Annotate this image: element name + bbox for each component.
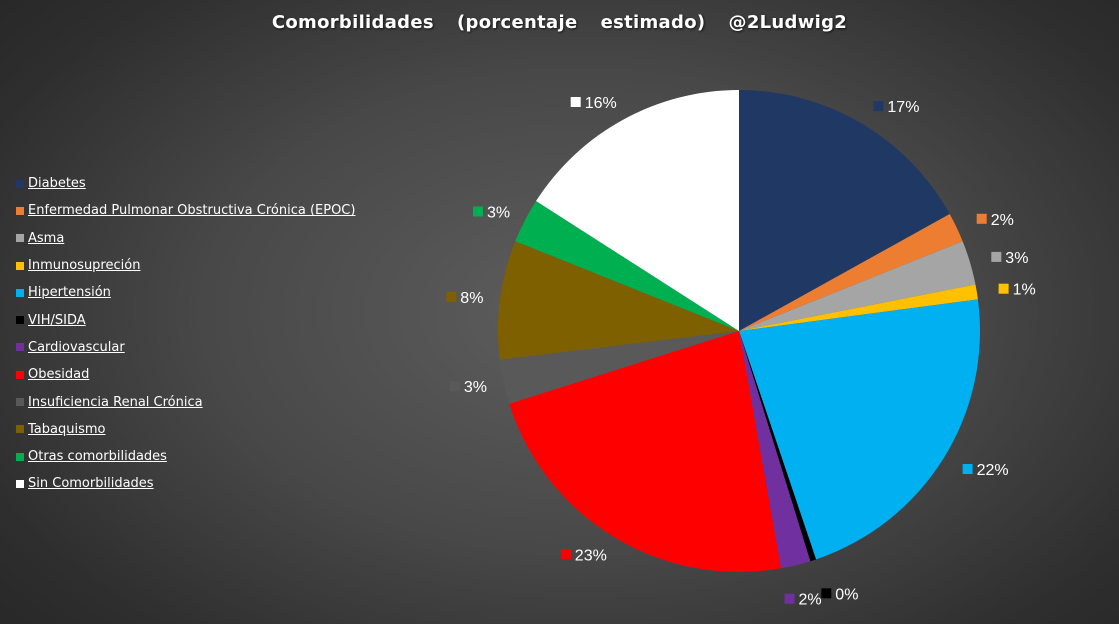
data-label-key [873, 101, 884, 112]
pie-slice-enfermedad-pulmonar-obstructiva-cronica-epoc [739, 214, 963, 331]
data-label-text: 23% [575, 547, 607, 564]
data-label-key [821, 588, 832, 599]
legend-label: Cardiovascular [28, 339, 125, 355]
legend-label: Inmunosupreción [28, 258, 141, 274]
data-label-key [449, 381, 460, 392]
legend-item-insuficiencia-renal-cronica: Insuficiencia Renal Crónica [16, 388, 355, 415]
legend-item-diabetes: Diabetes [16, 170, 355, 197]
legend-item-hipertension: Hipertensión [16, 279, 355, 306]
data-label-obesidad: 23% [560, 547, 607, 564]
legend-swatch [16, 179, 24, 188]
pie-slice-vih-sida [739, 331, 817, 562]
data-label-sin-comorbilidades: 16% [570, 95, 617, 112]
data-label-text: 2% [799, 592, 822, 609]
data-label-key [991, 251, 1002, 262]
data-label-text: 0% [835, 586, 858, 603]
data-label-key [560, 549, 571, 560]
legend-item-enfermedad-pulmonar-obstructiva-cronica-epoc: Enfermedad Pulmonar Obstructiva Crónica … [16, 197, 355, 224]
legend-swatch [16, 206, 24, 215]
pie-slice-diabetes [739, 90, 950, 331]
legend-label: Insuficiencia Renal Crónica [28, 394, 203, 410]
pie-data-labels: 17% 2% 3% 1% 22% 0% 2% 23% 3% 8% 3% 16% [446, 95, 1036, 609]
data-label-key [976, 213, 987, 224]
legend-label: Obesidad [28, 367, 90, 383]
data-label-text: 3% [487, 205, 510, 222]
data-label-key [784, 593, 795, 604]
legend-swatch [16, 343, 24, 352]
data-label-text: 22% [977, 462, 1009, 479]
legend-label: Sin Comorbilidades [28, 476, 154, 492]
legend-swatch [16, 316, 24, 325]
data-label-text: 3% [1005, 250, 1028, 267]
data-label-cardiovascular: 2% [784, 592, 822, 609]
pie-slice-sin-comorbilidades [536, 90, 739, 331]
data-label-enfermedad-pulmonar-obstructiva-cronica-epoc: 2% [976, 212, 1014, 229]
data-label-text: 16% [585, 95, 617, 112]
pie-slice-asma [739, 241, 976, 331]
data-label-text: 17% [887, 99, 919, 116]
legend-label: Diabetes [28, 176, 86, 192]
legend-label: Otras comorbilidades [28, 449, 167, 465]
legend-swatch [16, 370, 24, 379]
data-label-diabetes: 17% [873, 99, 919, 116]
legend-swatch [16, 288, 24, 297]
pie-slice-cardiovascular [739, 331, 811, 569]
data-label-insuficiencia-renal-cronica: 3% [449, 379, 487, 396]
pie-slice-insuficiencia-renal-cronica [499, 331, 739, 404]
data-label-hipertension: 22% [962, 462, 1009, 479]
legend-swatch [16, 261, 24, 270]
pie-slice-tabaquismo [497, 241, 739, 360]
pie-slices [497, 90, 980, 573]
data-label-asma: 3% [991, 250, 1028, 267]
data-label-text: 8% [460, 290, 483, 307]
data-label-text: 3% [464, 379, 487, 396]
data-label-tabaquismo: 8% [446, 290, 483, 307]
data-label-key [473, 206, 483, 217]
data-label-otras-comorbilidades: 3% [473, 205, 510, 222]
chart-legend: Diabetes Enfermedad Pulmonar Obstructiva … [16, 170, 355, 498]
data-label-key [998, 283, 1009, 294]
legend-swatch [16, 479, 24, 488]
legend-label: Enfermedad Pulmonar Obstructiva Crónica … [28, 203, 356, 219]
legend-label: Asma [28, 230, 65, 246]
legend-item-inmunosuprecion: Inmunosupreción [16, 252, 355, 279]
legend-label: Hipertensión [28, 285, 111, 301]
legend-swatch [16, 452, 24, 461]
legend-item-otras-comorbilidades: Otras comorbilidades [16, 443, 355, 470]
legend-item-cardiovascular: Cardiovascular [16, 334, 355, 361]
legend-swatch [16, 234, 24, 243]
legend-item-asma: Asma [16, 225, 355, 252]
data-label-text: 2% [991, 212, 1014, 229]
pie-slice-inmunosuprecion [739, 284, 978, 331]
data-label-key [570, 97, 581, 107]
legend-item-sin-comorbilidades: Sin Comorbilidades [16, 470, 355, 497]
pie-slice-obesidad [509, 331, 782, 573]
legend-item-tabaquismo: Tabaquismo [16, 416, 355, 443]
legend-item-obesidad: Obesidad [16, 361, 355, 388]
legend-swatch [16, 398, 24, 407]
data-label-key [446, 291, 457, 302]
pie-slice-otras-comorbilidades [515, 201, 739, 331]
legend-label: Tabaquismo [28, 421, 106, 437]
legend-label: VIH/SIDA [28, 312, 86, 328]
legend-item-vih-sida: VIH/SIDA [16, 306, 355, 333]
pie-slice-hipertension [739, 299, 980, 560]
data-label-vih-sida: 0% [821, 586, 858, 603]
data-label-inmunosuprecion: 1% [998, 282, 1036, 299]
data-label-key [962, 464, 973, 474]
data-label-text: 1% [1013, 282, 1036, 299]
chart-title: Comorbilidades (porcentaje estimado) @2L… [271, 12, 848, 33]
legend-swatch [16, 425, 24, 434]
